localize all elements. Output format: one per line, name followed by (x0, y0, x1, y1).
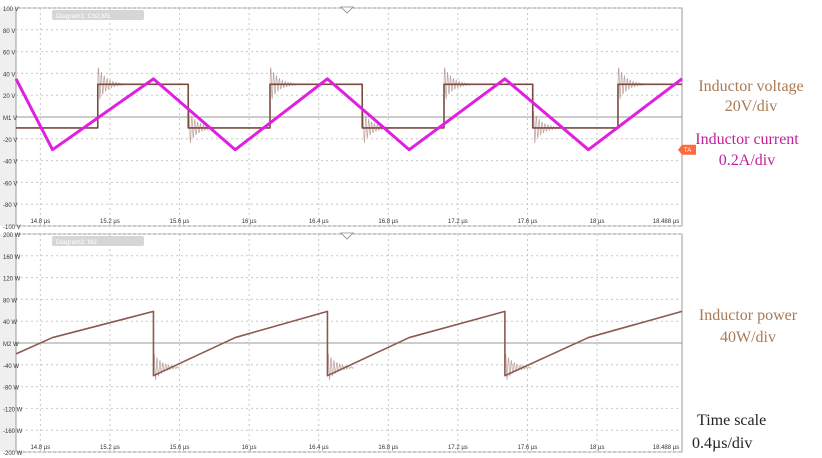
y-tick-label: 120 W (3, 277, 21, 283)
y-tick-label: 80 W (3, 298, 17, 304)
ringing-trace (153, 353, 180, 381)
y-tick-label: 200 W (3, 233, 21, 239)
trigger-position-icon (340, 6, 354, 14)
x-tick-label: 16 µs (242, 445, 257, 451)
y-tick-label: -40 V (3, 160, 17, 166)
panel-1: 100 V 80 V 60 V 40 V 20 V M1 V -20 V -40 V -60 V… (0, 6, 696, 231)
diagram-title: Diagram1: Ch2,M1 (56, 13, 111, 20)
y-axis-strip (0, 8, 16, 226)
y-tick-label: -40 W (3, 364, 19, 370)
time-annotation-title: Time scale (697, 412, 767, 429)
y-tick-label: 40 W (3, 320, 17, 326)
voltage-annotation-scale: 20V/div (724, 98, 778, 115)
y-tick-label: -20 V (3, 138, 17, 144)
x-tick-label: 15.2 µs (100, 445, 120, 451)
x-tick-label: 14.8 µs (30, 445, 50, 451)
x-tick-label: 16.4 µs (309, 219, 329, 225)
x-tick-label: 15.6 µs (170, 445, 190, 451)
panel-2: 200 W 160 W 120 W 80 W 40 W M2 W -40 W -80 W -12… (0, 232, 683, 457)
x-tick-label: 15.2 µs (100, 219, 120, 225)
time-annotation-scale: 0.4µs/div (692, 435, 753, 452)
y-tick-label: M2 W (3, 342, 19, 348)
x-tick-label: 18.488 µs (653, 445, 679, 451)
y-tick-label: -120 W (3, 407, 23, 413)
y-tick-label: 100 V (3, 7, 19, 13)
x-tick-label: 14.8 µs (30, 219, 50, 225)
x-tick-label: 17.6 µs (518, 219, 538, 225)
y-tick-label: -160 W (3, 429, 23, 435)
x-tick-label: 16.8 µs (378, 445, 398, 451)
diagram-title-tab (52, 10, 144, 20)
ringing-trace (504, 353, 532, 381)
trigger-position-icon (340, 232, 354, 240)
x-tick-label: 16.4 µs (309, 445, 329, 451)
y-tick-label: -100 V (3, 225, 21, 231)
x-tick-label: 16 µs (242, 219, 257, 225)
x-tick-label: 17.6 µs (518, 445, 538, 451)
x-tick-label: 17.2 µs (448, 445, 468, 451)
y-axis-strip (0, 234, 16, 452)
x-tick-label: 15.6 µs (170, 219, 190, 225)
diagram-title-tab (52, 236, 144, 246)
ta-marker-icon (678, 144, 696, 155)
y-tick-label: 80 V (3, 29, 15, 35)
x-tick-label: 18 µs (590, 445, 605, 451)
voltage-trace (16, 83, 682, 129)
x-tick-label: 18.488 µs (653, 219, 679, 225)
y-tick-label: 160 W (3, 255, 21, 261)
current-annotation-scale: 0.2A/div (718, 152, 776, 169)
power-annotation-scale: 40W/div (720, 329, 776, 346)
power-trace (15, 310, 683, 377)
y-tick-label: 40 V (3, 72, 15, 78)
x-tick-label: 16.8 µs (378, 219, 398, 225)
y-tick-label: 60 V (3, 51, 15, 57)
y-tick-label: M1 V (3, 116, 17, 122)
diagram-title: Diagram2: M2 (56, 239, 97, 246)
current-trace (14, 77, 683, 152)
y-tick-label: -80 V (3, 203, 17, 209)
power-annotation-title: Inductor power (698, 307, 798, 324)
x-tick-label: 18 µs (590, 219, 605, 225)
x-tick-label: 17.2 µs (448, 219, 468, 225)
y-tick-label: 20 V (3, 94, 15, 100)
y-tick-label: -60 V (3, 181, 17, 187)
y-tick-label: -200 W (3, 451, 23, 457)
ringing-trace (327, 353, 354, 381)
current-annotation-title: Inductor current (695, 131, 799, 148)
voltage-annotation-title: Inductor voltage (698, 78, 804, 95)
y-tick-label: -80 W (3, 386, 19, 392)
ta-marker-label: TA (684, 148, 691, 154)
